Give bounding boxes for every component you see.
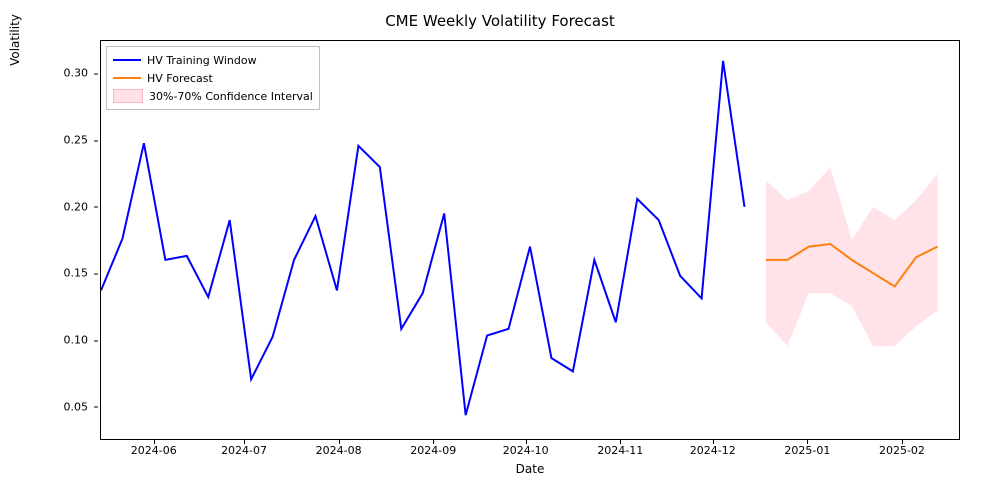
chart-title: CME Weekly Volatility Forecast — [0, 12, 1000, 30]
legend-label: 30%-70% Confidence Interval — [149, 90, 313, 103]
y-tick-label: 0.20 — [0, 200, 94, 213]
legend-line-swatch — [113, 59, 141, 61]
legend-label: HV Forecast — [147, 72, 213, 85]
y-tick-label: 0.25 — [0, 134, 94, 147]
legend-label: HV Training Window — [147, 54, 257, 67]
legend: HV Training Window HV Forecast 30%-70% Con… — [106, 46, 320, 110]
x-tick-label: 2024-09 — [410, 444, 456, 457]
x-axis-label: Date — [100, 462, 960, 476]
x-tick-label: 2024-10 — [503, 444, 549, 457]
x-tick-label: 2024-11 — [597, 444, 643, 457]
x-tick-label: 2024-12 — [690, 444, 736, 457]
y-tick-label: 0.10 — [0, 334, 94, 347]
y-tick-label: 0.05 — [0, 400, 94, 413]
x-tick-label: 2024-08 — [316, 444, 362, 457]
training-line — [101, 61, 745, 415]
legend-fill-swatch — [113, 89, 143, 103]
y-tick-label: 0.15 — [0, 267, 94, 280]
legend-item: HV Training Window — [113, 51, 313, 69]
x-axis-ticks: 2024-06 2024-07 2024-08 2024-09 2024-10 2024-… — [100, 440, 960, 460]
x-tick-label: 2024-07 — [221, 444, 267, 457]
x-tick-label: 2025-02 — [879, 444, 925, 457]
legend-item: HV Forecast — [113, 69, 313, 87]
y-tick-label: 0.30 — [0, 67, 94, 80]
volatility-forecast-chart: CME Weekly Volatility Forecast Volatilit… — [0, 0, 1000, 500]
legend-item: 30%-70% Confidence Interval — [113, 87, 313, 105]
x-tick-label: 2024-06 — [131, 444, 177, 457]
legend-line-swatch — [113, 77, 141, 79]
y-axis-ticks: 0.05 0.10 0.15 0.20 0.25 0.30 — [0, 40, 94, 440]
x-tick-label: 2025-01 — [784, 444, 830, 457]
